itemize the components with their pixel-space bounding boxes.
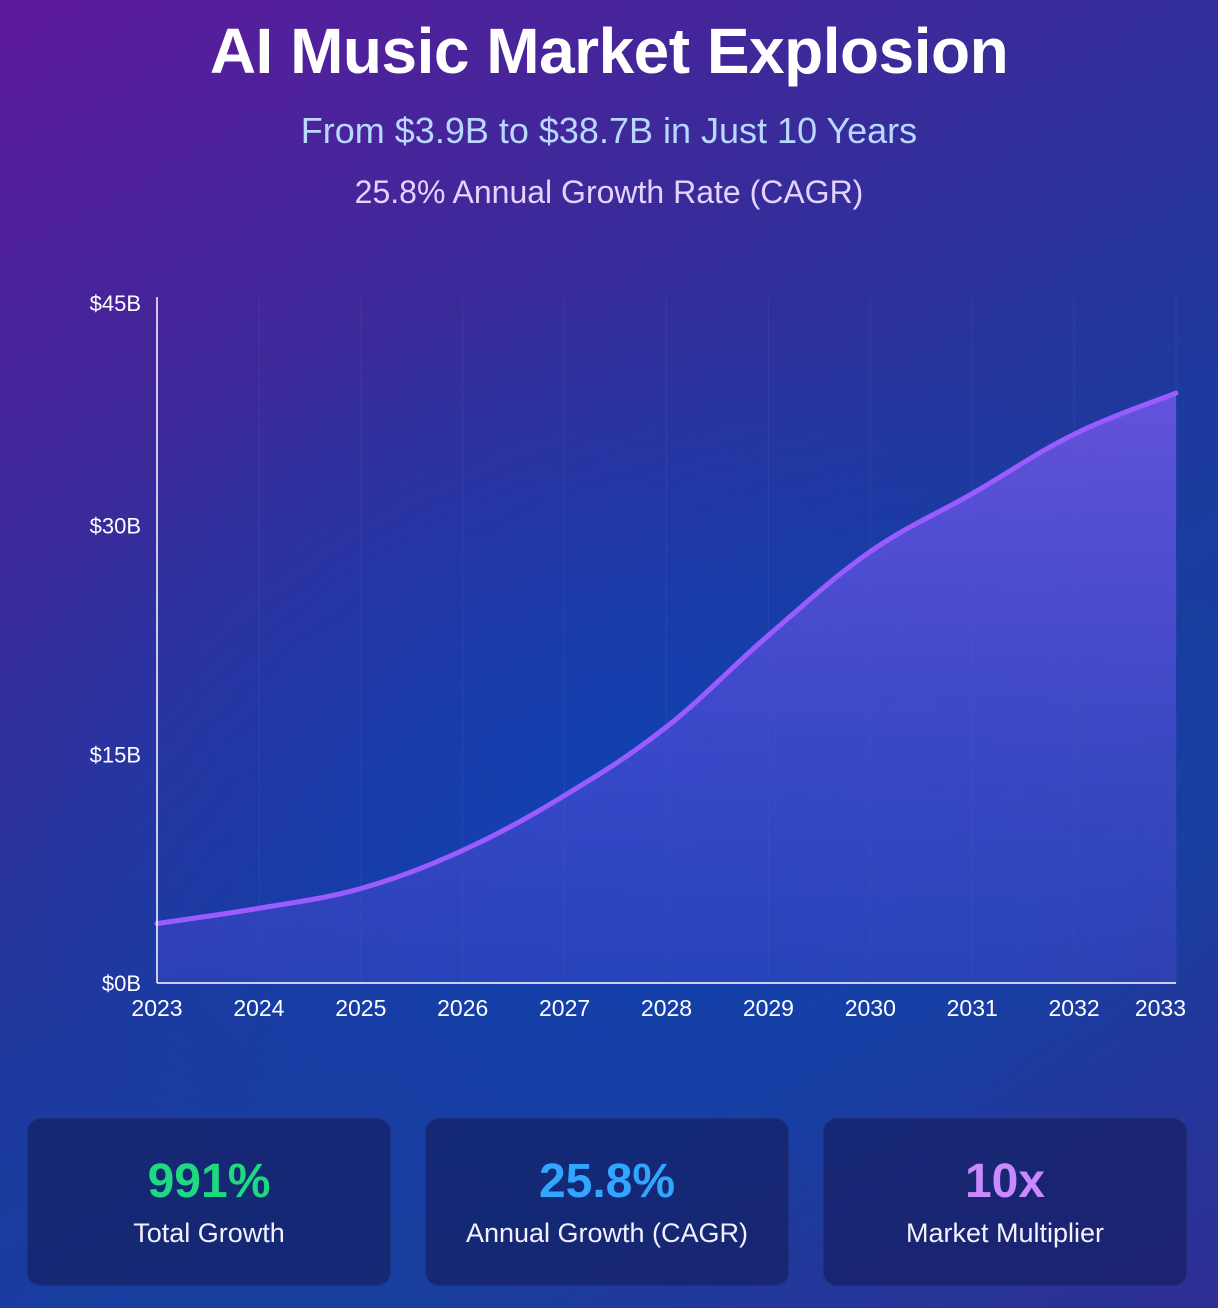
x-tick-label-2033: 2033	[1135, 995, 1186, 1021]
stat-value-cagr: 25.8%	[538, 1155, 676, 1208]
series-line	[154, 390, 1179, 927]
area-fill	[157, 393, 1176, 983]
x-tick-label-2026: 2026	[437, 995, 488, 1021]
stat-label-cagr: Annual Growth (CAGR)	[465, 1218, 749, 1248]
y-tick-label-2: $30B	[90, 514, 141, 539]
stat-value-total-growth: 991%	[147, 1155, 271, 1208]
chart-subtitle: From $3.9B to $38.7B in Just 10 Years	[300, 110, 918, 151]
area-series	[154, 390, 1179, 983]
y-tick-label-0: $0B	[102, 971, 141, 996]
y-axis-ticks: $0B $15B $30B $45B	[90, 291, 141, 996]
axes	[156, 297, 1176, 984]
stat-card-total-growth: 991% Total Growth	[27, 1118, 391, 1286]
x-tick-label-2024: 2024	[233, 995, 284, 1021]
x-tick-label-2025: 2025	[335, 995, 386, 1021]
y-tick-label-1: $15B	[90, 742, 141, 767]
stat-value-market-multiplier: 10x	[964, 1155, 1046, 1208]
x-tick-label-2032: 2032	[1049, 995, 1100, 1021]
stat-cards: 991% Total Growth 25.8% Annual Growth (C…	[27, 1118, 1189, 1286]
stat-label-total-growth: Total Growth	[133, 1218, 285, 1248]
stat-card-market-multiplier: 10x Market Multiplier	[823, 1118, 1187, 1286]
stat-card-cagr: 25.8% Annual Growth (CAGR)	[425, 1118, 789, 1286]
chart-title: AI Music Market Explosion	[209, 15, 1009, 87]
stat-label-market-multiplier: Market Multiplier	[905, 1218, 1105, 1248]
y-tick-label-3: $45B	[90, 291, 141, 316]
x-tick-label-2030: 2030	[845, 995, 896, 1021]
cagr-note: 25.8% Annual Growth Rate (CAGR)	[354, 174, 864, 210]
x-tick-label-2028: 2028	[641, 995, 692, 1021]
x-tick-label-2031: 2031	[947, 995, 998, 1021]
x-tick-label-2027: 2027	[539, 995, 590, 1021]
market-size-area-chart: $0B $15B $30B $45B 2023 2024 2025 2026 2027 2028…	[90, 291, 1186, 1021]
x-tick-label-2023: 2023	[131, 995, 182, 1021]
x-tick-label-2029: 2029	[743, 995, 794, 1021]
x-axis-ticks: 2023 2024 2025 2026 2027 2028 2029 2030 2031 2032…	[131, 995, 1186, 1021]
